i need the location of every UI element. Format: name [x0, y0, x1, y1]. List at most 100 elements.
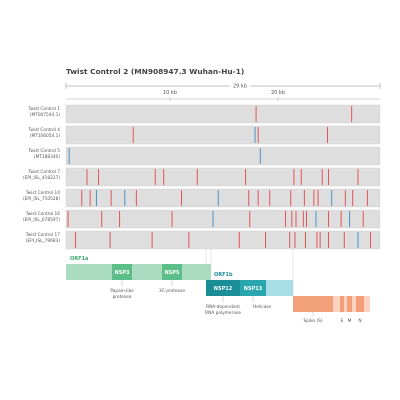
genome-length-arrow: 29 kb: [65, 82, 381, 90]
mutation-tick: [89, 190, 91, 206]
track-id: (EPI_ISL_710528): [23, 196, 60, 202]
orf1a-gene: ORF1a NSP3 NSP5 Papain-like protease 3C-…: [66, 256, 211, 300]
track-id: (EPI_ISL_418227): [23, 175, 60, 181]
mutation-tick: [340, 211, 342, 227]
track-name: Twist Control 7: [27, 169, 60, 175]
mutation-tick: [349, 211, 351, 227]
nsp5-block: [162, 264, 182, 280]
mutation-tick: [68, 148, 70, 164]
mutation-tick: [119, 211, 121, 227]
mutation-tick: [110, 190, 112, 206]
mutation-tick: [362, 211, 364, 227]
mutation-tick: [163, 169, 165, 185]
track-name: Twist Control 1: [27, 106, 60, 112]
track-id: (MT188340): [34, 154, 60, 160]
mutation-tick: [344, 190, 346, 206]
e-block: [340, 296, 344, 312]
mutation-tick: [238, 232, 240, 248]
mutation-tick: [328, 169, 330, 185]
mutation-tick: [328, 211, 330, 227]
mutation-tick: [305, 211, 307, 227]
nsp12-description-line1: RNA-dependent: [206, 304, 240, 310]
mutation-tick: [302, 211, 304, 227]
mutation-tick: [135, 190, 137, 206]
track-name: Twist Control 5: [27, 148, 60, 154]
track-name: Twist Control 4: [27, 127, 60, 133]
mutation-tick: [188, 232, 190, 248]
orf1b-gene: ORF1b NSP12 NSP13 RNA-dependent RNA poly…: [205, 272, 293, 316]
axis-tick-10kb: 10 kb: [163, 90, 177, 96]
nsp12-block: [206, 280, 240, 296]
track-id: (MT007544.1): [30, 112, 61, 118]
mutation-tick: [86, 169, 88, 185]
mutation-tick: [81, 190, 83, 206]
mutation-tick: [293, 169, 295, 185]
nsp3-label: NSP3: [115, 270, 130, 276]
track-name: Twist Control 14: [25, 190, 61, 196]
genome-axis: 10 kb 20 kb: [66, 90, 380, 101]
track-row-3: Twist Control 5 (MT188340): [27, 146, 381, 166]
mutation-tick: [95, 190, 97, 206]
track-name: Twist Control 17: [25, 232, 61, 238]
track-row-2: Twist Control 4 (MT106054.1): [27, 125, 381, 145]
nsp13-label: NSP13: [244, 286, 263, 292]
mutation-tick: [303, 190, 305, 206]
mutation-tick: [74, 232, 76, 248]
mutation-tick: [321, 169, 323, 185]
nsp3-description-line1: Papain-like: [110, 288, 134, 294]
genome-length-label: 29 kb: [233, 84, 247, 90]
track-id: (EPI_ISL_79683): [26, 238, 61, 244]
mutation-tick: [196, 169, 198, 185]
orf1b-label: ORF1b: [214, 272, 233, 278]
mutation-tick: [67, 211, 69, 227]
track-name: Twist Control 16: [25, 211, 61, 217]
mutation-tick: [290, 190, 292, 206]
mutation-tick: [295, 211, 297, 227]
spike-description: Spike (S): [303, 318, 322, 324]
track-id: (EPI_ISL_678597): [23, 217, 60, 223]
mutation-tick: [357, 232, 359, 248]
mutation-tick: [317, 190, 319, 206]
orf1a-label: ORF1a: [70, 256, 88, 262]
mutation-tick: [132, 127, 134, 143]
e-label: E: [341, 318, 344, 324]
m-block: [347, 296, 352, 312]
track-row-5: Twist Control 14 (EPI_ISL_710528): [23, 188, 381, 208]
mutation-tick: [294, 232, 296, 248]
track-bar: [65, 167, 381, 187]
track-row-7: Twist Control 17 (EPI_ISL_79683): [25, 230, 381, 250]
mutation-tick: [171, 211, 173, 227]
orf1a-bar: [66, 264, 211, 280]
mutation-tick: [300, 169, 302, 185]
track-bar: [65, 146, 381, 166]
mutation-tick: [357, 169, 359, 185]
mutation-tick: [249, 211, 251, 227]
mutation-tick: [217, 190, 219, 206]
nsp13-description: Helicase: [253, 304, 271, 310]
mutation-tick: [212, 211, 214, 227]
mutation-tick: [257, 127, 259, 143]
mutation-tick: [313, 190, 315, 206]
mutation-tick: [319, 232, 321, 248]
track-bar: [65, 104, 381, 124]
mutation-tick: [257, 190, 259, 206]
figure-title: Twist Control 2 (MN908947.3 Wuhan-Hu-1): [66, 67, 244, 76]
mutation-tick: [269, 190, 271, 206]
track-bar: [65, 188, 381, 208]
n-label: N: [358, 318, 361, 324]
axis-tick-20kb: 20 kb: [271, 90, 285, 96]
track-row-6: Twist Control 16 (EPI_ISL_678597): [23, 209, 381, 229]
nsp13-block: [240, 280, 266, 296]
mutation-tick: [284, 211, 286, 227]
track-bar: [65, 230, 381, 250]
mutation-tick: [352, 190, 354, 206]
mutation-tick: [265, 232, 267, 248]
spike-block: [293, 296, 333, 312]
orf1b-remainder: [266, 280, 293, 296]
track-row-4: Twist Control 7 (EPI_ISL_418227): [23, 167, 381, 187]
mutation-tick: [331, 190, 333, 206]
mutation-tick: [255, 106, 257, 122]
nsp3-block: [112, 264, 132, 280]
mutation-tick: [289, 232, 291, 248]
